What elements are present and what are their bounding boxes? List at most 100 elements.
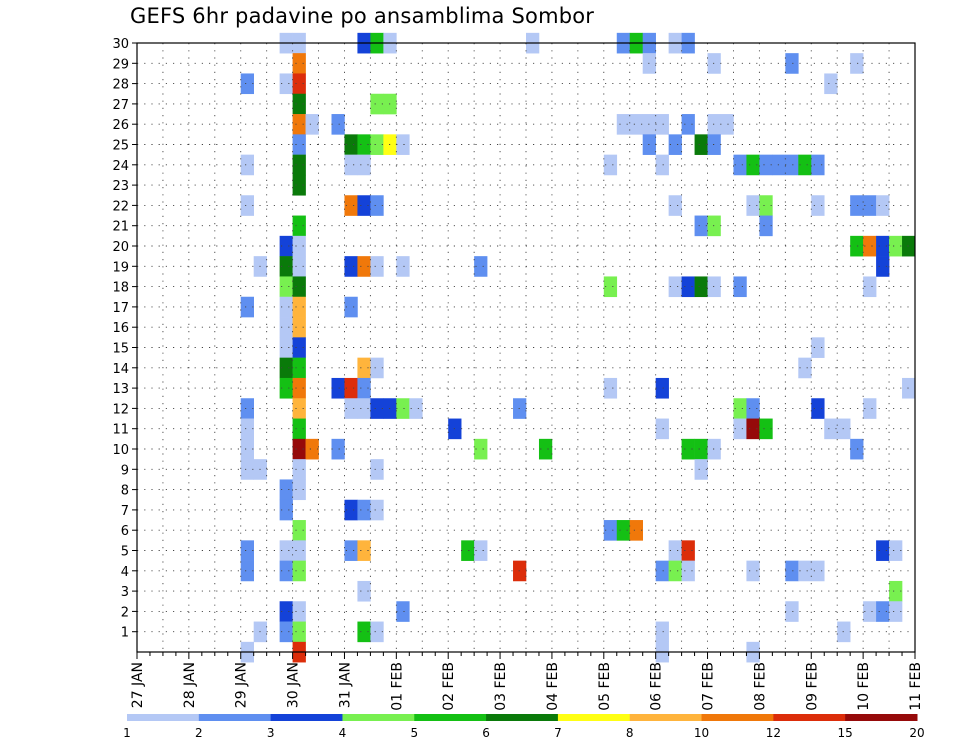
heatmap-cell	[279, 296, 293, 318]
heatmap-cell	[292, 337, 306, 358]
y-tick-label: 11	[112, 423, 129, 438]
heatmap-cell	[681, 438, 695, 460]
heatmap-cell	[279, 235, 293, 257]
heatmap-cell	[798, 154, 812, 176]
heatmap-cell	[811, 195, 825, 216]
heatmap-cell	[798, 560, 812, 582]
heatmap-cell	[292, 357, 306, 379]
heatmap-cell	[370, 398, 384, 419]
x-tick-label: 28 JAN	[182, 662, 198, 708]
y-tick-label: 20	[112, 240, 129, 255]
heatmap-cell	[889, 235, 903, 257]
heatmap-cell	[850, 438, 864, 460]
heatmap-cell	[759, 418, 773, 440]
heatmap-cell	[240, 560, 254, 582]
heatmap-cell	[785, 154, 799, 176]
heatmap-cell	[292, 256, 306, 277]
heatmap-cell	[474, 438, 488, 460]
color-scale-label: 1	[123, 726, 131, 740]
heatmap-cell	[876, 540, 890, 561]
y-tick-label: 4	[121, 565, 129, 580]
heatmap-cell	[603, 377, 618, 399]
x-tick-label: 27 JAN	[130, 662, 146, 708]
color-scale-segment	[127, 714, 200, 721]
heatmap-cell	[292, 520, 306, 541]
heatmap-cell	[292, 73, 306, 95]
heatmap-cell	[292, 53, 306, 74]
color-scale-segment	[486, 714, 559, 721]
x-tick-label: 07 FEB	[701, 662, 717, 711]
heatmap-cell	[681, 276, 695, 298]
heatmap-cell	[292, 540, 306, 561]
heatmap-cell	[902, 235, 916, 257]
x-tick-label: 02 FEB	[441, 662, 457, 711]
heatmap-cell	[292, 560, 306, 582]
heatmap-cell	[759, 215, 773, 237]
heatmap-cell	[240, 296, 254, 318]
heatmap-cell	[668, 276, 682, 298]
heatmap-cell	[889, 540, 903, 561]
color-scale-segment	[414, 714, 487, 721]
heatmap-cell	[279, 560, 293, 582]
y-tick-label: 2	[121, 605, 129, 620]
heatmap-cell	[785, 560, 799, 582]
heatmap-cell	[331, 114, 345, 135]
heatmap-cell	[370, 499, 384, 521]
heatmap-cell	[344, 540, 358, 561]
color-scale-label: 4	[339, 726, 347, 740]
heatmap-cell	[396, 134, 410, 155]
chart-title: GEFS 6hr padavine po ansamblima Sombor	[130, 4, 595, 28]
heatmap-cell	[292, 377, 306, 399]
heatmap-cell	[668, 560, 682, 582]
heatmap-cell	[240, 398, 254, 419]
x-tick-label: 11 FEB	[908, 662, 924, 711]
heatmap-cell	[655, 114, 669, 135]
color-scale-label: 7	[554, 726, 562, 740]
x-tick-label: 08 FEB	[752, 662, 768, 711]
heatmap-cell	[357, 195, 371, 216]
heatmap-cell	[876, 235, 890, 257]
heatmap-cell	[292, 398, 306, 419]
heatmap-cell	[824, 418, 838, 440]
y-tick-label: 24	[112, 159, 129, 174]
heatmap-cell	[344, 296, 358, 318]
y-tick-label: 23	[112, 179, 129, 194]
heatmap-cell	[616, 114, 631, 135]
heatmap-cell	[279, 73, 293, 95]
heatmap-cell	[811, 560, 825, 582]
heatmap-cell	[694, 438, 708, 460]
heatmap-cell	[357, 357, 371, 379]
heatmap-cell	[837, 418, 851, 440]
heatmap-cell	[409, 398, 423, 419]
heatmap-cell	[279, 357, 293, 379]
heatmap-cell	[292, 418, 306, 440]
color-scale-segment	[845, 714, 918, 721]
heatmap-cell	[850, 195, 864, 216]
heatmap-cell	[811, 337, 825, 358]
y-tick-label: 1	[121, 626, 129, 641]
heatmap-cell	[344, 134, 358, 155]
y-tick-label: 12	[112, 402, 129, 417]
heatmap-cell	[305, 114, 319, 135]
heatmap-cell	[357, 256, 371, 277]
heatmap-cell	[629, 520, 643, 541]
heatmap-cell	[603, 520, 618, 541]
heatmap-cell	[370, 134, 384, 155]
y-tick-label: 10	[112, 443, 129, 458]
heatmap-cell	[746, 418, 760, 440]
x-tick-label: 30 JAN	[286, 662, 302, 708]
grid-lines	[136, 42, 916, 652]
heatmap-cell	[876, 256, 890, 277]
heatmap-cell	[370, 357, 384, 379]
heatmap-cell	[292, 601, 306, 622]
heatmap-cell	[837, 621, 851, 643]
heatmap-cell	[902, 377, 916, 399]
heatmap-cell	[344, 195, 358, 216]
heatmap-cell	[357, 499, 371, 521]
y-tick-label: 19	[112, 260, 129, 275]
heatmap-cell	[292, 479, 306, 501]
x-tick-label: 06 FEB	[649, 662, 665, 711]
heatmap-cell	[681, 114, 695, 135]
y-tick-label: 18	[112, 281, 129, 296]
